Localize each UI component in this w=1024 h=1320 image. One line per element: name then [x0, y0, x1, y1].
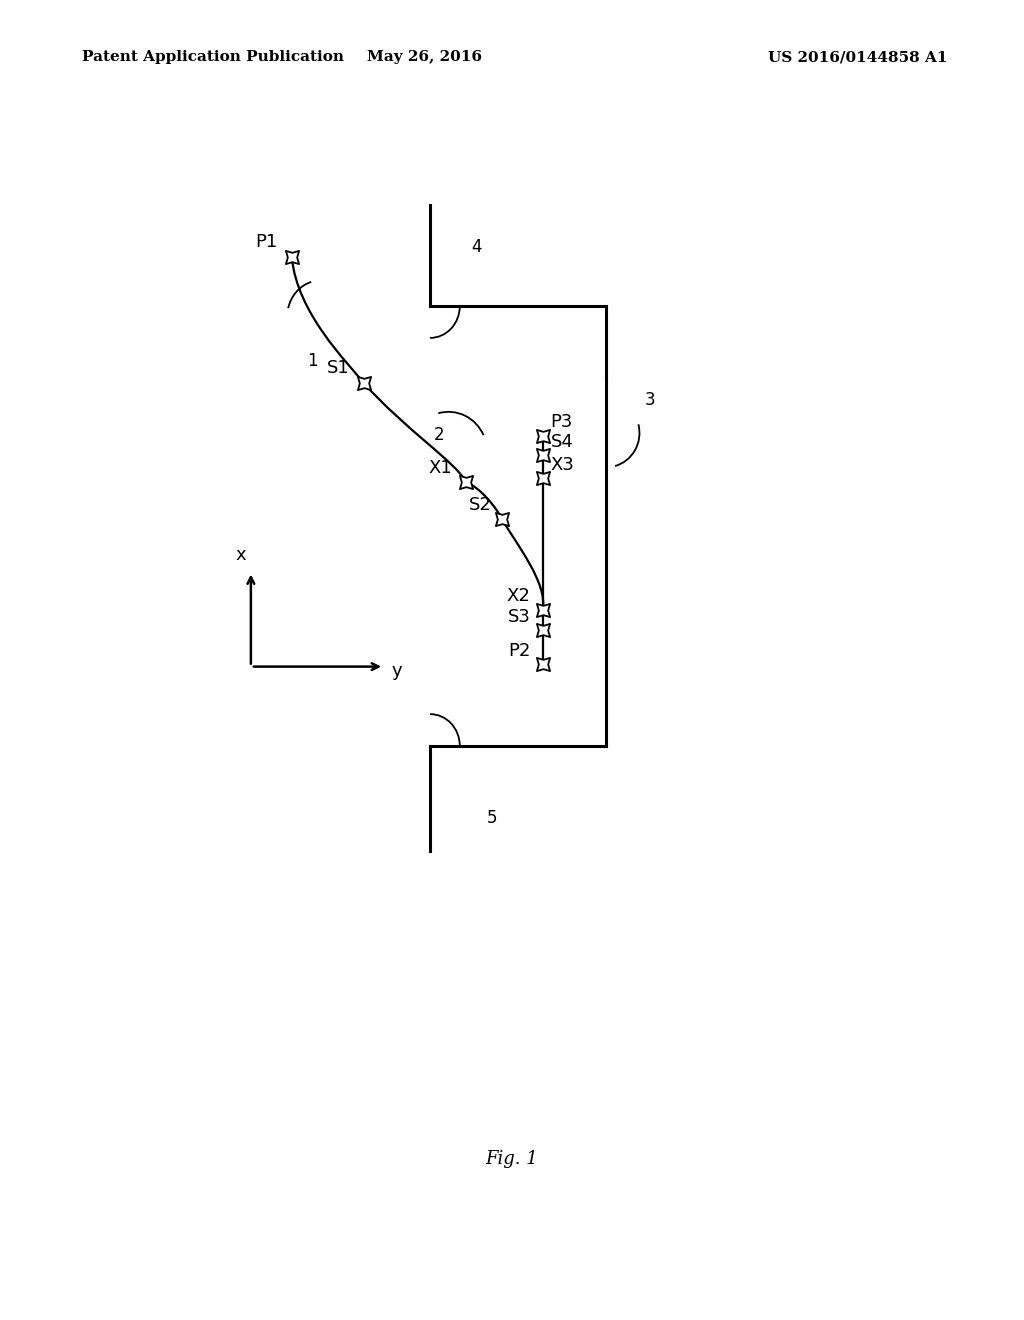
Point	[284, 247, 300, 268]
Text: 5: 5	[486, 809, 497, 828]
Point	[535, 653, 551, 675]
Text: P2: P2	[508, 642, 530, 660]
Text: S1: S1	[327, 359, 349, 376]
Point	[535, 425, 551, 446]
Point	[494, 508, 510, 529]
Point	[458, 471, 474, 492]
Text: S4: S4	[551, 433, 573, 451]
Point	[535, 619, 551, 640]
Text: 2: 2	[434, 425, 444, 444]
Text: x: x	[236, 545, 246, 564]
Text: 3: 3	[645, 391, 655, 409]
Text: y: y	[392, 661, 402, 680]
Point	[355, 372, 372, 393]
Text: X3: X3	[551, 455, 574, 474]
Text: May 26, 2016: May 26, 2016	[368, 50, 482, 65]
Text: S2: S2	[469, 496, 492, 513]
Text: S3: S3	[508, 607, 530, 626]
Text: P1: P1	[256, 234, 278, 251]
Text: 4: 4	[471, 238, 481, 256]
Point	[535, 599, 551, 620]
Text: Patent Application Publication: Patent Application Publication	[82, 50, 344, 65]
Text: US 2016/0144858 A1: US 2016/0144858 A1	[768, 50, 947, 65]
Text: Fig. 1: Fig. 1	[485, 1150, 539, 1168]
Point	[535, 445, 551, 466]
Text: P3: P3	[551, 413, 573, 430]
Text: 1: 1	[307, 352, 317, 371]
Text: X2: X2	[507, 587, 530, 605]
Point	[535, 467, 551, 488]
Text: X1: X1	[428, 459, 452, 477]
